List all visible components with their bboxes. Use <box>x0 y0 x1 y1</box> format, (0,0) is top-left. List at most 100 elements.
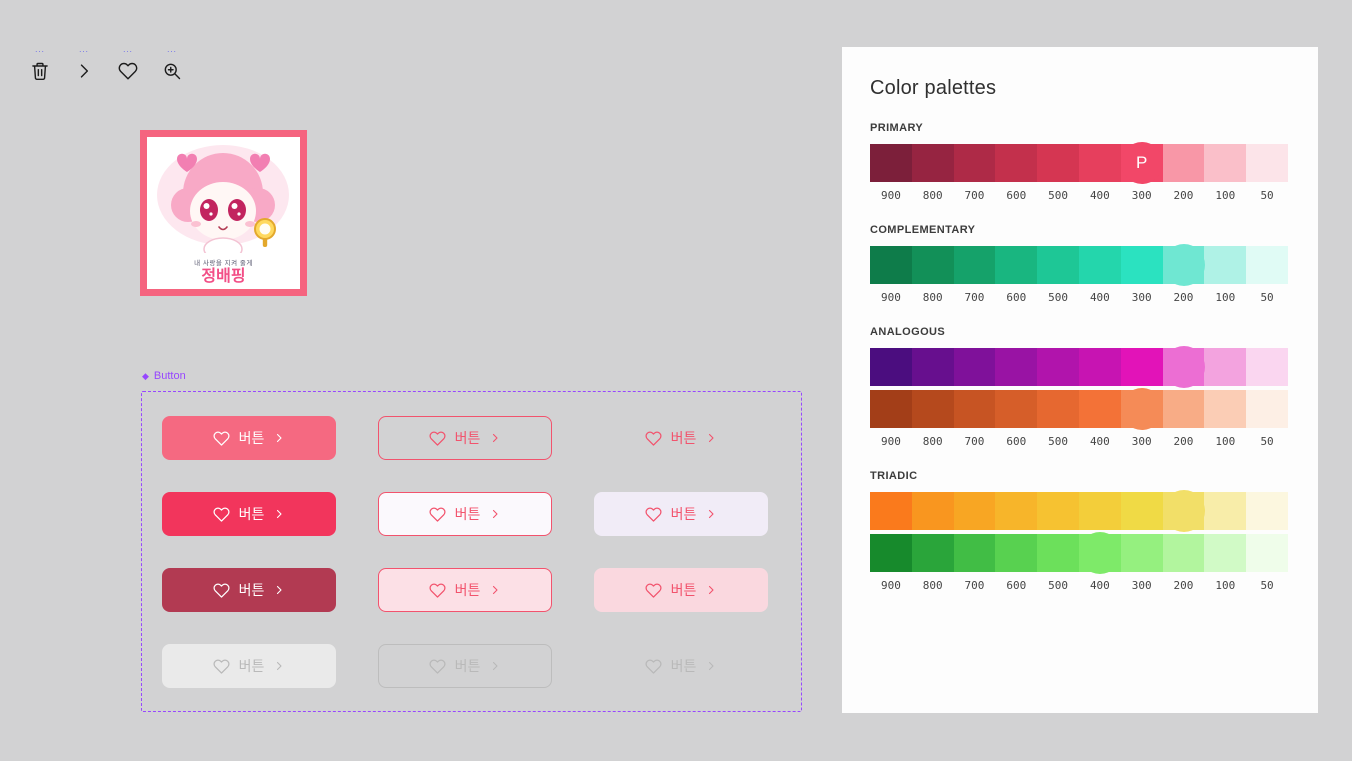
button-label: 버튼 <box>670 506 697 522</box>
swatch-700[interactable] <box>953 144 996 182</box>
swatch-800[interactable] <box>911 390 954 428</box>
swatch-500[interactable] <box>1037 390 1079 428</box>
component-section-name: Button <box>153 370 186 382</box>
swatch-300[interactable] <box>1120 246 1163 284</box>
swatch-800[interactable] <box>911 534 954 572</box>
button-tonal-lavender[interactable]: 버튼 <box>594 492 768 536</box>
tone-ticks: 900 800 700 600 500 400 300 200 100 50 <box>870 435 1288 448</box>
swatch-600[interactable] <box>995 348 1038 386</box>
tool-chevron[interactable]: ... <box>74 46 94 81</box>
tone-marker[interactable] <box>1162 346 1205 388</box>
swatch-700[interactable] <box>953 348 996 386</box>
button-disabled-text[interactable]: 버튼 <box>594 644 768 688</box>
button-outline-light[interactable]: 버튼 <box>378 492 552 536</box>
swatch-900[interactable] <box>870 534 912 572</box>
zoom-in-icon[interactable] <box>162 61 182 81</box>
button-grid: 버튼 버튼 버튼 버튼 버튼 버튼 버튼 버튼 버튼 버튼 버튼 버튼 <box>142 392 801 688</box>
tone-marker[interactable] <box>1162 244 1205 286</box>
swatch-500[interactable] <box>1037 348 1079 386</box>
swatch-200[interactable] <box>1162 144 1205 182</box>
swatch-500[interactable] <box>1037 246 1079 284</box>
tool-heart[interactable]: ... <box>118 46 138 81</box>
swatch-400[interactable] <box>1078 144 1121 182</box>
character-sticker[interactable]: 내 사랑을 지켜 줄게 정배핑 <box>140 130 307 296</box>
tone-marker[interactable] <box>1162 490 1205 532</box>
swatch-200[interactable] <box>1162 390 1205 428</box>
swatch-100[interactable] <box>1204 390 1247 428</box>
button-disabled-outline[interactable]: 버튼 <box>378 644 552 688</box>
button-label: 버튼 <box>670 658 697 674</box>
swatch-900[interactable] <box>870 246 912 284</box>
tone-tick: 900 <box>880 189 901 202</box>
swatch-50[interactable] <box>1246 534 1288 572</box>
palette-name: PRIMARY <box>870 122 924 134</box>
swatch-600[interactable] <box>995 390 1038 428</box>
button-outline-400[interactable]: 버튼 <box>378 416 552 460</box>
swatch-100[interactable] <box>1204 246 1247 284</box>
tone-marker[interactable] <box>1078 532 1121 574</box>
button-filled-800[interactable]: 버튼 <box>162 568 336 612</box>
swatch-800[interactable] <box>911 492 954 530</box>
swatch-600[interactable] <box>995 144 1038 182</box>
swatch-600[interactable] <box>995 534 1038 572</box>
swatch-800[interactable] <box>911 144 954 182</box>
swatch-400[interactable] <box>1078 348 1121 386</box>
swatch-700[interactable] <box>953 246 996 284</box>
button-outline-tonal[interactable]: 버튼 <box>378 568 552 612</box>
tool-trash[interactable]: ... <box>30 46 50 81</box>
button-tonal-pink[interactable]: 버튼 <box>594 568 768 612</box>
swatch-900[interactable] <box>870 390 912 428</box>
swatch-400[interactable] <box>1078 246 1121 284</box>
trash-icon[interactable] <box>30 61 50 81</box>
tone-marker[interactable]: P <box>1120 142 1163 184</box>
swatch-800[interactable] <box>911 246 954 284</box>
swatch-500[interactable] <box>1037 534 1079 572</box>
chevron-right-icon <box>709 661 714 671</box>
swatch-900[interactable] <box>870 144 912 182</box>
swatch-800[interactable] <box>911 348 954 386</box>
swatch-50[interactable] <box>1246 492 1288 530</box>
swatch-900[interactable] <box>870 492 912 530</box>
swatch-100[interactable] <box>1204 144 1247 182</box>
button-component-frame[interactable]: 버튼 버튼 버튼 버튼 버튼 버튼 버튼 버튼 버튼 버튼 버튼 버튼 <box>141 391 802 712</box>
swatch-200[interactable] <box>1162 534 1205 572</box>
swatch-700[interactable] <box>953 492 996 530</box>
button-disabled-filled[interactable]: 버튼 <box>162 644 336 688</box>
swatch-600[interactable] <box>995 246 1038 284</box>
swatch-100[interactable] <box>1204 348 1247 386</box>
component-diamond-icon: ◆ <box>142 370 149 381</box>
chevron-right-icon[interactable] <box>74 61 94 81</box>
swatch-500[interactable] <box>1037 144 1079 182</box>
swatch-300[interactable] <box>1120 348 1163 386</box>
swatch-50[interactable] <box>1246 246 1288 284</box>
tone-tick: 200 <box>1173 189 1194 202</box>
swatch-50[interactable] <box>1246 144 1288 182</box>
swatch-100[interactable] <box>1204 534 1247 572</box>
swatch-700[interactable] <box>953 534 996 572</box>
button-filled-500[interactable]: 버튼 <box>162 492 336 536</box>
swatch-50[interactable] <box>1246 390 1288 428</box>
swatch-400[interactable] <box>1078 492 1121 530</box>
swatch-900[interactable] <box>870 348 912 386</box>
swatch-700[interactable] <box>953 390 996 428</box>
tone-marker[interactable] <box>1120 388 1163 430</box>
tool-zoom[interactable]: ... <box>162 46 182 81</box>
swatch-300[interactable] <box>1120 534 1163 572</box>
swatch-100[interactable] <box>1204 492 1247 530</box>
swatch-400[interactable] <box>1078 390 1121 428</box>
tone-tick: 200 <box>1173 579 1194 592</box>
button-text-400[interactable]: 버튼 <box>594 416 768 460</box>
component-section-label[interactable]: ◆ Button <box>142 370 186 382</box>
tone-tick: 700 <box>964 579 985 592</box>
color-palettes-panel: Color palettes PRIMARY P 900 800 700 600 500 40… <box>842 47 1318 713</box>
swatch-600[interactable] <box>995 492 1038 530</box>
chevron-right-icon <box>493 585 498 595</box>
swatch-50[interactable] <box>1246 348 1288 386</box>
palette-section-triadic: TRIADIC 900 800 700 600 500 400 300 200 100 50 <box>870 470 1290 592</box>
swatch-300[interactable] <box>1120 492 1163 530</box>
heart-icon[interactable] <box>118 61 138 81</box>
tone-tick: 800 <box>922 189 943 202</box>
button-filled-400[interactable]: 버튼 <box>162 416 336 460</box>
swatch-500[interactable] <box>1037 492 1079 530</box>
button-label: 버튼 <box>670 430 697 446</box>
